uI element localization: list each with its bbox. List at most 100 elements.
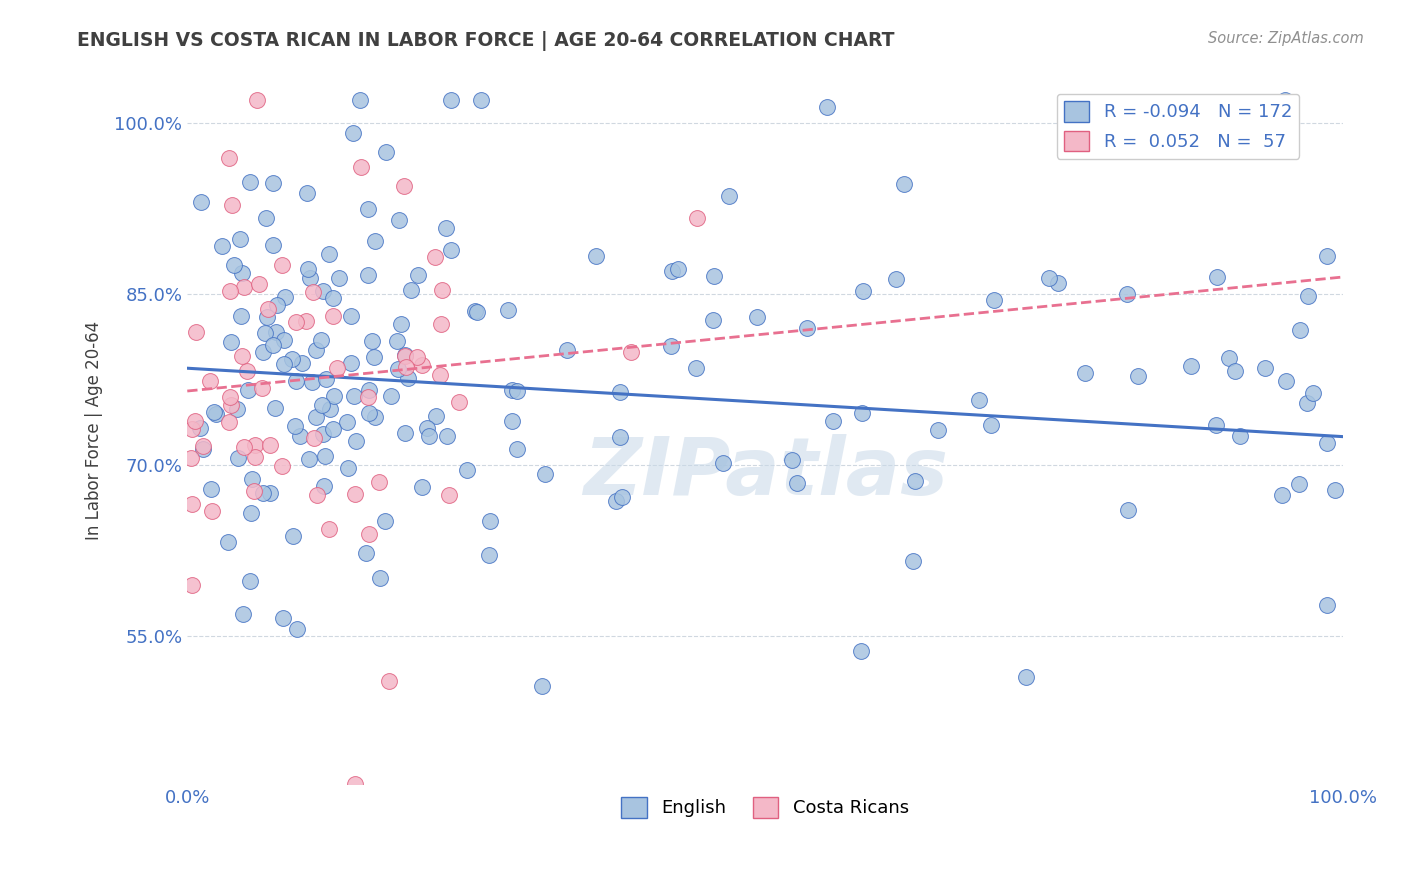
Point (821, 414, 844, 428)
Point (190, 194, 212, 209)
Point (218, 151, 240, 165)
Point (609, 430, 631, 444)
Point (222, 258, 245, 272)
Point (326, 360, 349, 375)
Point (273, 357, 295, 371)
Point (322, 422, 344, 436)
Point (270, 458, 292, 473)
Point (236, 363, 259, 377)
Point (394, 349, 416, 363)
Point (478, 514, 501, 528)
Point (904, 474, 927, 488)
Point (557, 343, 579, 357)
Point (198, 375, 221, 389)
Point (470, 93, 492, 107)
Point (983, 293, 1005, 307)
Point (430, 318, 453, 332)
Point (285, 374, 308, 388)
Point (229, 309, 252, 323)
Point (344, 777, 367, 791)
Point (256, 310, 278, 325)
Point (605, 493, 627, 508)
Point (394, 425, 416, 440)
Point (298, 452, 321, 467)
Point (233, 280, 256, 294)
Point (439, 488, 461, 502)
Point (239, 574, 262, 588)
Point (239, 506, 262, 520)
Point (1180, 359, 1202, 373)
Point (218, 285, 240, 299)
Point (1229, 429, 1251, 443)
Point (343, 487, 366, 501)
Point (851, 406, 873, 420)
Point (496, 303, 519, 318)
Point (218, 416, 240, 430)
Point (1116, 502, 1139, 516)
Point (240, 472, 263, 486)
Text: Source: ZipAtlas.com: Source: ZipAtlas.com (1208, 31, 1364, 46)
Point (851, 284, 873, 298)
Point (374, 514, 396, 528)
Point (363, 350, 385, 364)
Point (367, 475, 389, 489)
Point (786, 475, 808, 490)
Y-axis label: In Labor Force | Age 20-64: In Labor Force | Age 20-64 (86, 321, 103, 541)
Point (1046, 276, 1069, 290)
Point (219, 335, 242, 350)
Point (980, 418, 1002, 433)
Point (288, 429, 311, 443)
Point (298, 271, 321, 285)
Point (231, 266, 253, 280)
Point (378, 673, 401, 688)
Point (262, 337, 284, 351)
Point (432, 283, 454, 297)
Point (357, 406, 380, 420)
Point (1316, 249, 1339, 263)
Point (231, 349, 253, 363)
Point (357, 202, 380, 216)
Point (436, 429, 458, 443)
Point (259, 438, 281, 452)
Point (350, 160, 373, 174)
Point (703, 269, 725, 284)
Point (273, 333, 295, 347)
Point (344, 434, 367, 449)
Point (181, 497, 204, 511)
Point (217, 534, 239, 549)
Point (186, 325, 208, 339)
Point (1115, 286, 1137, 301)
Point (266, 298, 288, 312)
Point (387, 334, 409, 348)
Point (322, 309, 344, 323)
Point (1288, 477, 1310, 491)
Point (901, 554, 924, 568)
Point (314, 450, 336, 464)
Point (464, 304, 486, 318)
Point (309, 334, 332, 348)
Point (252, 345, 274, 359)
Point (1323, 483, 1346, 497)
Point (745, 310, 768, 324)
Point (247, 277, 270, 291)
Point (1271, 488, 1294, 502)
Point (226, 451, 249, 466)
Point (354, 546, 377, 560)
Point (232, 607, 254, 621)
Point (226, 402, 249, 417)
Point (295, 186, 318, 200)
Point (190, 421, 212, 435)
Point (434, 220, 457, 235)
Point (356, 390, 378, 404)
Point (340, 309, 363, 323)
Point (368, 571, 391, 585)
Point (184, 413, 207, 427)
Point (411, 480, 433, 494)
Point (319, 402, 342, 417)
Point (815, 100, 838, 114)
Point (534, 467, 557, 482)
Point (659, 339, 682, 353)
Point (1015, 670, 1038, 684)
Point (343, 389, 366, 403)
Point (666, 261, 689, 276)
